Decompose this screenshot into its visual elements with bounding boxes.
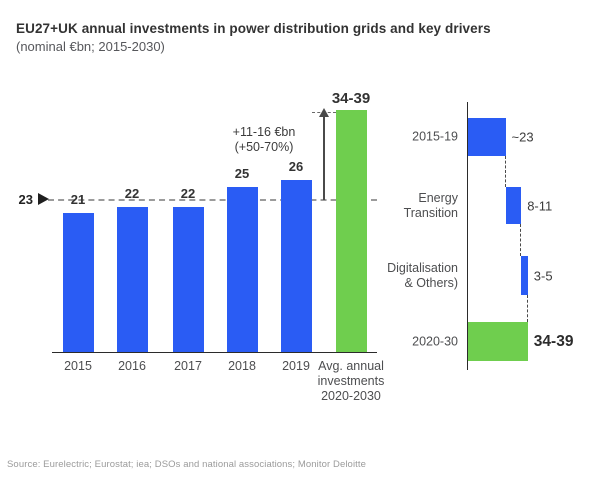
figure-subtitle: (nominal €bn; 2015-2030): [16, 39, 165, 54]
waterfall-connector-3: [527, 295, 528, 322]
bar-value-avg-annual-investments-2020-2030: 34-39: [331, 90, 371, 108]
waterfall-value-digitalisation-others: 3-5: [533, 268, 553, 283]
source-note: Source: Eurelectric; Eurostat; iea; DSOs…: [7, 459, 367, 470]
waterfall-connector-2: [520, 224, 522, 256]
bar-2019: [280, 180, 312, 353]
waterfall-bar-energy-transition: [505, 187, 522, 224]
waterfall-bar-2020-30: [467, 322, 528, 361]
waterfall-axis-line: [466, 102, 469, 370]
x-label-avg-annual-investments-2020-2030: Avg. annual investments 2020-2030: [317, 359, 385, 403]
waterfall-value-2015-19: ~23: [511, 129, 534, 145]
bar-2017: [172, 206, 204, 353]
bar-avg-annual-investments-2020-2030: [335, 110, 367, 353]
waterfall-connector-1: [504, 156, 506, 187]
x-label-2017: 2017: [174, 359, 202, 373]
waterfall-value-energy-transition: 8-11: [527, 198, 553, 213]
growth-annotation: +11-16 €bn (+50-70%): [232, 125, 296, 154]
bar-2018: [226, 186, 258, 353]
bar-value-2016: 22: [124, 185, 140, 201]
x-label-2019: 2019: [282, 359, 310, 373]
waterfall-label-energy-transition: Energy Transition: [403, 190, 458, 220]
waterfall-bar-2015-19: [467, 118, 506, 156]
bar-value-2018: 25: [234, 165, 250, 181]
bar-value-2015: 21: [70, 192, 86, 208]
x-label-2018: 2018: [228, 359, 256, 373]
bar-value-2019: 26: [288, 159, 304, 175]
reference-dashed-line: [48, 199, 377, 201]
waterfall-label-digitalisation-others: Digitalisation & Others): [387, 260, 458, 290]
bar-2015: [62, 213, 94, 353]
bar-value-2017: 22: [180, 185, 196, 201]
waterfall-label-2015-19: 2015-19: [412, 129, 458, 144]
x-label-2016: 2016: [118, 359, 146, 373]
figure-header: EU27+UK annual investments in power dist…: [16, 21, 491, 54]
growth-arrow-line: [323, 116, 325, 200]
figure-title: EU27+UK annual investments in power dist…: [16, 21, 491, 36]
reference-pointer-icon: [38, 193, 49, 205]
growth-arrow-head-icon: [319, 108, 329, 117]
x-label-2015: 2015: [64, 359, 92, 373]
waterfall-value-2020-30: 34-39: [533, 332, 574, 350]
waterfall-bar-digitalisation-others: [521, 256, 528, 295]
reference-value-label: 23: [18, 192, 33, 207]
x-axis-line: [52, 352, 377, 354]
bar-2016: [116, 206, 148, 353]
waterfall-label-2020-30: 2020-30: [412, 334, 458, 348]
